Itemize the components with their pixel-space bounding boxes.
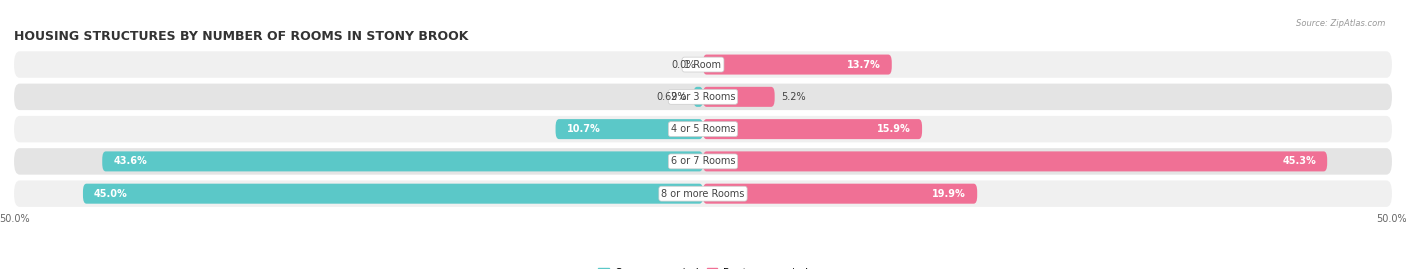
Text: 2 or 3 Rooms: 2 or 3 Rooms (671, 92, 735, 102)
FancyBboxPatch shape (14, 148, 1392, 175)
Text: 13.7%: 13.7% (846, 59, 880, 70)
Text: 6 or 7 Rooms: 6 or 7 Rooms (671, 156, 735, 167)
Text: 0.69%: 0.69% (657, 92, 686, 102)
FancyBboxPatch shape (83, 184, 703, 204)
Text: 43.6%: 43.6% (114, 156, 148, 167)
FancyBboxPatch shape (703, 87, 775, 107)
Text: 8 or more Rooms: 8 or more Rooms (661, 189, 745, 199)
Text: 45.0%: 45.0% (94, 189, 128, 199)
FancyBboxPatch shape (693, 87, 703, 107)
Text: 1 Room: 1 Room (685, 59, 721, 70)
FancyBboxPatch shape (703, 184, 977, 204)
Text: 10.7%: 10.7% (567, 124, 600, 134)
FancyBboxPatch shape (555, 119, 703, 139)
Legend: Owner-occupied, Renter-occupied: Owner-occupied, Renter-occupied (595, 264, 811, 269)
FancyBboxPatch shape (703, 119, 922, 139)
FancyBboxPatch shape (703, 151, 1327, 171)
FancyBboxPatch shape (14, 51, 1392, 78)
Text: Source: ZipAtlas.com: Source: ZipAtlas.com (1295, 19, 1385, 28)
Text: 0.0%: 0.0% (672, 59, 696, 70)
FancyBboxPatch shape (703, 55, 891, 75)
FancyBboxPatch shape (14, 180, 1392, 207)
FancyBboxPatch shape (14, 116, 1392, 142)
Text: 45.3%: 45.3% (1282, 156, 1316, 167)
Text: 5.2%: 5.2% (782, 92, 806, 102)
Text: 19.9%: 19.9% (932, 189, 966, 199)
Text: 15.9%: 15.9% (877, 124, 911, 134)
FancyBboxPatch shape (103, 151, 703, 171)
FancyBboxPatch shape (14, 84, 1392, 110)
Text: HOUSING STRUCTURES BY NUMBER OF ROOMS IN STONY BROOK: HOUSING STRUCTURES BY NUMBER OF ROOMS IN… (14, 30, 468, 43)
Text: 4 or 5 Rooms: 4 or 5 Rooms (671, 124, 735, 134)
